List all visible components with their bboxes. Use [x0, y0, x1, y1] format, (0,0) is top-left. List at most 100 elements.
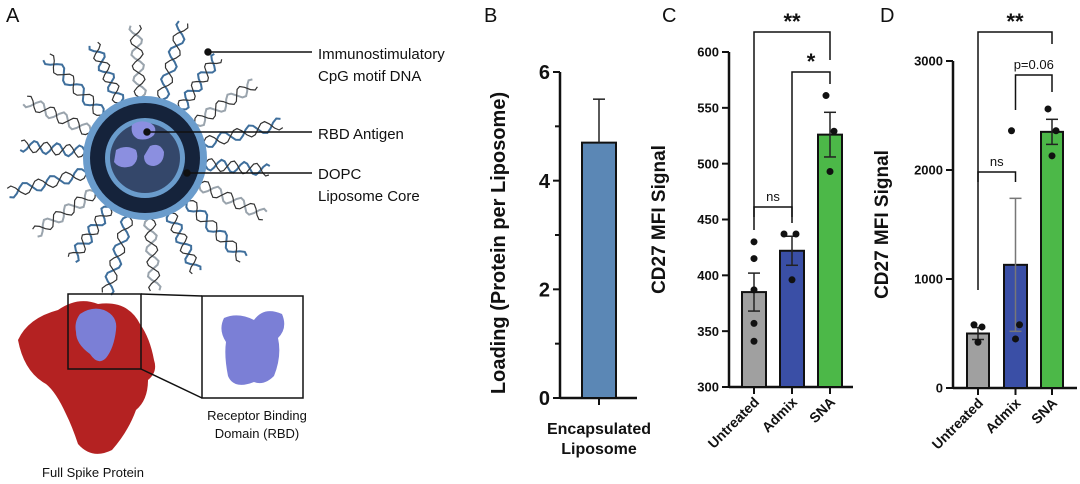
category-label: Untreated [705, 394, 763, 452]
dna-strand [22, 100, 92, 133]
y-tick-label: 1000 [914, 272, 943, 287]
dna-strand [194, 85, 258, 125]
significance-bracket [753, 206, 793, 217]
panel-a-diagram: A Immunostimulatory CpG motif DNA RBD An… [6, 5, 445, 480]
dna-strand [204, 158, 270, 177]
data-point [974, 338, 982, 346]
liposome-icon [83, 96, 207, 220]
dna-strand [128, 25, 147, 99]
significance-label: ns [766, 189, 780, 204]
dna-strand [177, 59, 223, 110]
data-point [1052, 127, 1060, 135]
category-label: Untreated [929, 395, 987, 453]
y-tick-label: 500 [697, 156, 719, 171]
chart-b-loading: 0 2 4 6 Loading (Protein per Liposome) Encaps… [488, 62, 651, 458]
y-tick-label: 350 [697, 324, 719, 339]
data-point [1012, 335, 1019, 343]
rbd-antigen-label: RBD Antigen [318, 126, 404, 143]
bar-sna [1040, 130, 1064, 389]
data-point [750, 319, 758, 327]
rbd-label-line2: Domain (RBD) [215, 426, 300, 441]
y-tick-label: 3000 [914, 54, 943, 69]
data-point [750, 238, 758, 246]
data-point [750, 255, 758, 263]
panel-letter-c: C [662, 5, 676, 27]
category-label: Liposome [561, 441, 637, 458]
y-tick-label: 2 [539, 280, 550, 302]
significance-bracket [791, 71, 831, 223]
dna-strands-icon [6, 20, 284, 296]
dna-strand [67, 206, 113, 257]
dna-strand [157, 23, 189, 101]
y-axis-label: CD27 MFI Signal [872, 150, 893, 299]
dna-strand [104, 214, 131, 296]
dna-strand [88, 45, 125, 104]
dna-strand [20, 139, 86, 158]
dna-strand [6, 171, 88, 196]
dna-strand [32, 191, 96, 231]
y-tick-label: 400 [697, 268, 719, 283]
category-label: Admix [982, 395, 1024, 437]
rbd-antigen-icon [114, 121, 164, 168]
significance-bracket [1014, 74, 1053, 110]
dna-strand [169, 212, 197, 275]
y-tick-label: 550 [697, 101, 719, 116]
panel-letter-b: B [484, 5, 497, 27]
y-tick-label: 6 [539, 62, 550, 84]
y-tick-label: 600 [697, 45, 719, 60]
panel-letter-d: D [880, 5, 894, 27]
significance-bracket [977, 31, 1053, 290]
data-point [788, 276, 796, 284]
dna-strand [9, 168, 88, 199]
bar-admix [779, 249, 805, 388]
dna-strand [202, 120, 284, 145]
dopc-label-line2: Liposome Core [318, 188, 420, 205]
data-point [792, 230, 800, 238]
y-tick-label: 300 [697, 380, 719, 395]
y-axis-label: Loading (Protein per Liposome) [488, 92, 510, 394]
data-point [970, 321, 978, 329]
dna-strand [186, 199, 241, 263]
dna-strand [129, 24, 146, 99]
panel-letter-a: A [6, 5, 20, 27]
category-label: Admix [759, 394, 801, 436]
y-axis-label: CD27 MFI Signal [649, 145, 670, 294]
significance-bracket [977, 171, 1017, 182]
rbd-closeup-icon [221, 311, 285, 385]
cpg-label-line2: CpG motif DNA [318, 68, 421, 85]
significance-label: p=0.06 [1014, 57, 1054, 72]
significance-label: * [807, 49, 816, 74]
data-point [978, 323, 986, 331]
spike-protein-icon [18, 301, 156, 454]
category-label: SNA [806, 394, 838, 426]
cpg-label-line1: Immunostimulatory [318, 46, 445, 63]
y-tick-label: 0 [936, 381, 943, 396]
data-point [1048, 152, 1056, 160]
category-label: SNA [1028, 395, 1060, 427]
significance-label: ns [990, 154, 1004, 169]
significance-label: ** [1006, 9, 1024, 34]
callout-lines [143, 48, 312, 177]
dna-strand [143, 217, 162, 291]
bar-encapsulated-liposome [581, 141, 617, 399]
data-point [1044, 105, 1052, 113]
spike-label: Full Spike Protein [42, 465, 144, 480]
data-point [780, 230, 788, 238]
dna-strand [42, 59, 105, 116]
data-point [1008, 127, 1015, 135]
dna-strand [144, 217, 161, 292]
dna-strand [165, 212, 202, 271]
data-point [750, 337, 758, 345]
y-tick-label: 0 [539, 388, 550, 410]
rbd-label-line1: Receptor Binding [207, 408, 307, 423]
data-point [750, 286, 758, 294]
dna-strand [159, 20, 186, 102]
chart-d-cd27-mfi: 0 1000 2000 3000 CD27 MFI Signal UntreatedAdm… [872, 9, 1077, 452]
y-tick-label: 2000 [914, 163, 943, 178]
dna-strand [73, 205, 111, 263]
dna-strand [27, 95, 92, 136]
data-point [826, 167, 834, 175]
y-tick-label: 450 [697, 212, 719, 227]
dna-strand [19, 139, 87, 158]
